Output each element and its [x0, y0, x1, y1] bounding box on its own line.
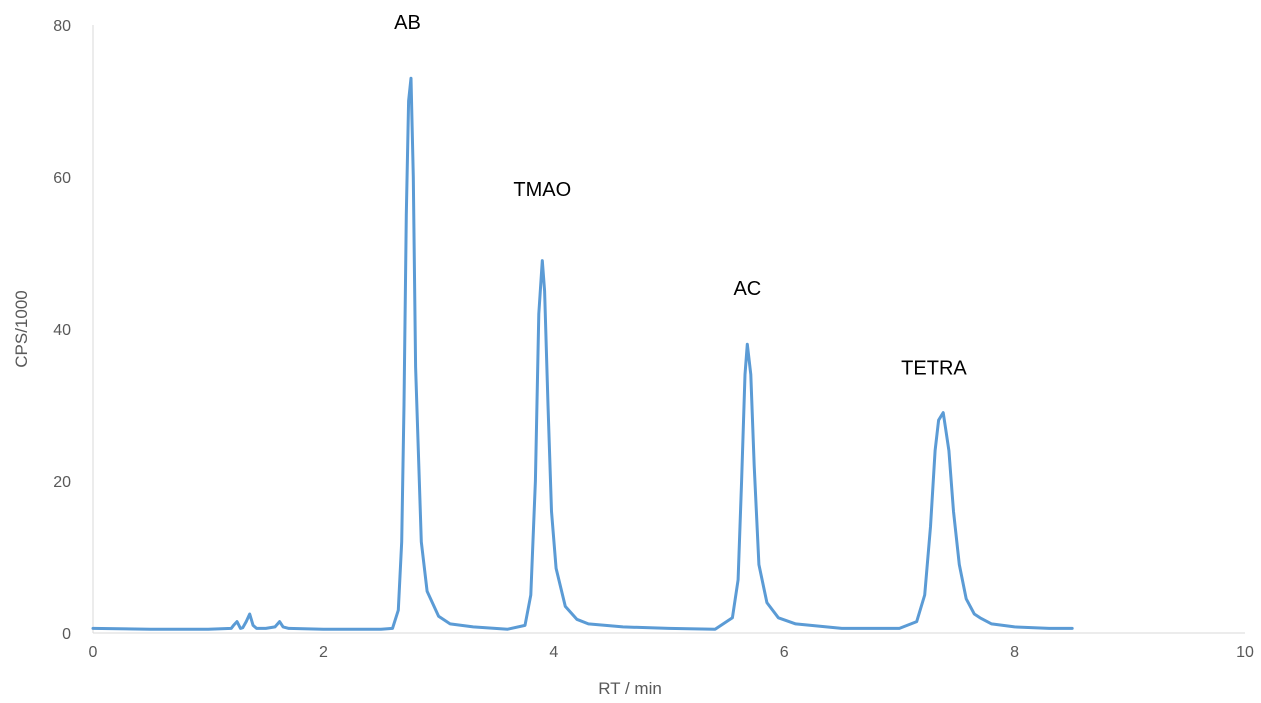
x-tick-label: 6 — [780, 644, 789, 661]
y-axis-title: CPS/1000 — [12, 290, 31, 368]
y-tick-label: 40 — [53, 322, 71, 339]
x-axis-title: RT / min — [598, 679, 662, 698]
peak-label-ab: AB — [394, 12, 421, 34]
y-tick-label: 80 — [53, 18, 71, 35]
x-tick-label: 10 — [1236, 644, 1254, 661]
peak-label-ac: AC — [733, 278, 761, 300]
y-tick-label: 20 — [53, 474, 71, 491]
series-layer — [91, 76, 1074, 631]
x-tick-label: 8 — [1010, 644, 1019, 661]
peak-annotations: AB TMAO AC TETRA — [394, 12, 967, 380]
y-tick-label: 60 — [53, 170, 71, 187]
x-tick-label: 4 — [549, 644, 558, 661]
tick-labels: 0 2 4 6 8 10 0 20 40 60 80 — [53, 18, 1254, 661]
axes — [92, 25, 1245, 634]
peak-label-tetra: TETRA — [901, 358, 967, 380]
series-line-0 — [91, 76, 1074, 631]
y-tick-label: 0 — [62, 626, 71, 643]
peak-label-tmao: TMAO — [513, 179, 571, 201]
x-tick-label: 0 — [89, 644, 98, 661]
x-tick-label: 2 — [319, 644, 328, 661]
